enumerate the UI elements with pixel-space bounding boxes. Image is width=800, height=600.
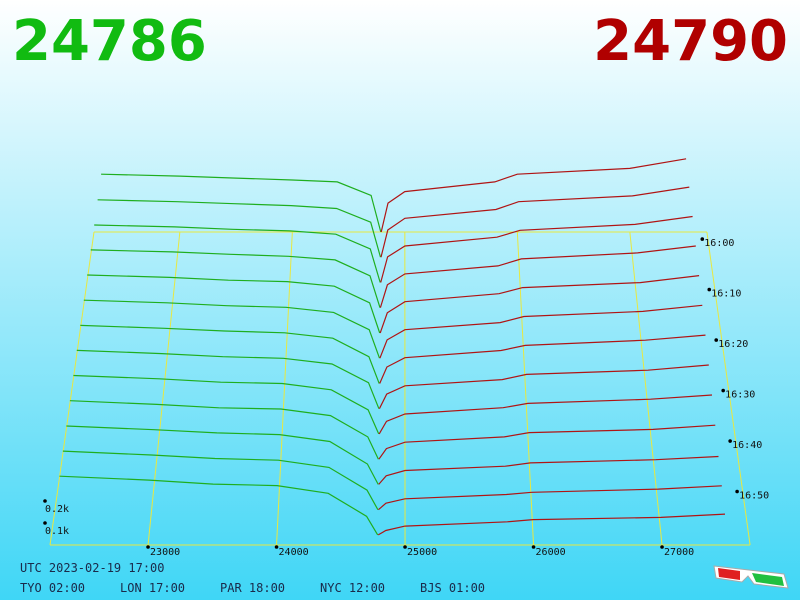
3d-glasses: [713, 565, 789, 589]
bid-depth-line: [101, 173, 382, 233]
time-tick-label: 16:00: [704, 238, 734, 249]
bid-depth-line: [80, 324, 380, 384]
volume-tick-label: 0.1k: [45, 526, 69, 537]
bid-depth-line: [69, 400, 379, 460]
zone-clock: TYO 02:00: [20, 581, 85, 595]
tick-mark: [660, 545, 664, 549]
floor-left-edge: [49, 231, 95, 546]
ask-depth-line: [380, 215, 693, 283]
bid-depth-line: [83, 299, 381, 359]
zone-clock: NYC 12:00: [320, 581, 385, 595]
tick-mark: [146, 545, 150, 549]
x-tick-label: 23000: [150, 547, 180, 558]
time-tick-label: 16:20: [718, 339, 748, 350]
zone-clock: PAR 18:00: [220, 581, 285, 595]
best-bid: 24786: [12, 9, 207, 74]
bid-depth-line: [76, 349, 380, 409]
x-tick-label: 27000: [664, 547, 694, 558]
bid-depth-line: [97, 199, 382, 258]
x-tick-label: 24000: [279, 547, 309, 558]
utc-clock: UTC 2023-02-19 17:00: [20, 561, 165, 575]
grid-line: [629, 231, 663, 546]
volume-tick-label: 0.2k: [45, 504, 69, 515]
ask-depth-line: [378, 424, 716, 460]
ask-depth-line: [380, 158, 687, 233]
time-tick-label: 16:50: [739, 491, 769, 502]
bid-depth-line: [62, 450, 379, 510]
ask-depth-line: [379, 275, 700, 334]
zone-clock: BJS 01:00: [420, 581, 485, 595]
ask-depth-line: [378, 455, 719, 485]
bid-depth-line: [73, 374, 380, 435]
ask-depth-line: [379, 304, 703, 359]
tick-mark: [531, 545, 536, 549]
x-tick-label: 26000: [536, 547, 566, 558]
bid-depth-line: [59, 475, 379, 536]
ask-depth-line: [378, 364, 709, 409]
ask-depth-line: [378, 485, 722, 511]
tick-mark: [43, 499, 47, 503]
ask-depth-line: [379, 334, 706, 384]
grid-line: [147, 231, 181, 546]
time-tick-label: 16:40: [732, 440, 762, 451]
tick-mark: [728, 439, 732, 443]
zone-clock: LON 17:00: [120, 581, 185, 595]
ask-depth-line: [377, 513, 726, 536]
floor-right-edge: [706, 231, 751, 546]
tick-mark: [43, 521, 47, 525]
grid-line: [276, 231, 293, 546]
bid-depth-line: [90, 249, 381, 308]
tick-mark: [714, 338, 719, 342]
tick-mark: [700, 237, 705, 241]
tick-mark: [274, 545, 279, 549]
bid-depth-line: [94, 224, 381, 283]
tick-mark: [707, 287, 712, 292]
tick-mark: [735, 489, 739, 494]
tick-mark: [403, 545, 407, 549]
ask-depth-line: [378, 394, 713, 435]
bid-depth-line: [87, 274, 381, 334]
tick-mark: [721, 388, 725, 393]
bid-depth-line: [66, 425, 379, 485]
ask-depth-line: [380, 186, 690, 258]
plot: 23000 24000 25000 26000 27000 16:00 16:10 16:20…: [43, 158, 769, 558]
ask-depth-line: [379, 245, 696, 308]
x-tick-label: 25000: [407, 547, 437, 558]
time-tick-label: 16:10: [711, 289, 741, 300]
best-ask: 24790: [593, 9, 788, 74]
time-tick-label: 16:30: [725, 390, 755, 401]
zone-clocks: TYO 02:00 LON 17:00 PAR 18:00 NYC 12:00 BJS …: [20, 581, 485, 595]
